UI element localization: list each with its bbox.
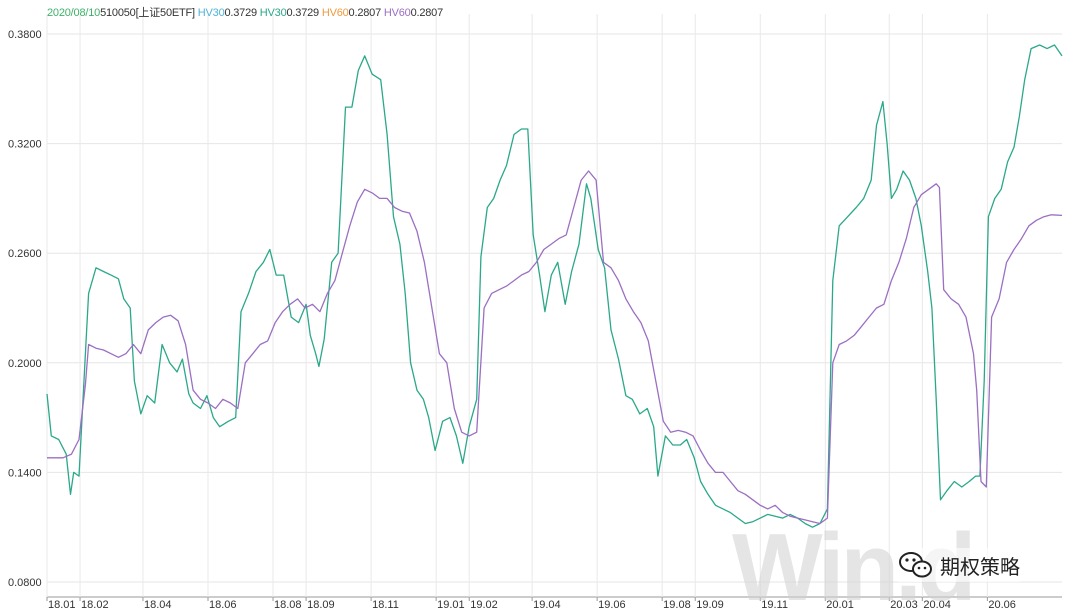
legend-hv60-alt-value: 0.2807 <box>410 7 444 19</box>
x-tick-label: 18.01 <box>48 599 76 611</box>
legend-hv60-alt-label: HV60 <box>383 7 411 19</box>
series-line-hv30 <box>46 44 1063 528</box>
y-tick-label: 0.0800 <box>8 577 42 589</box>
legend-date: 2020/08/10 <box>47 7 101 19</box>
x-tick-label: 20.01 <box>826 599 854 611</box>
legend: 2020/08/10510050[上证50ETF] HV300.3729 HV3… <box>47 4 443 20</box>
legend-hv30-label: HV30 <box>197 7 225 19</box>
legend-hv60-label: HV60 <box>321 7 349 19</box>
x-tick-label: 19.06 <box>598 599 626 611</box>
x-tick-label: 20.06 <box>988 599 1016 611</box>
y-tick-label: 0.2600 <box>8 248 42 260</box>
legend-hv30-alt-label: HV30 <box>259 7 287 19</box>
series-line-hv60 <box>47 170 1063 525</box>
x-axis: 18.01 18.02 18.04 18.06 18.08 18.09 18.11 19.01… <box>46 597 1016 611</box>
x-tick-label: 19.02 <box>470 599 498 611</box>
x-tick-label: 18.02 <box>81 599 109 611</box>
legend-hv60-value: 0.2807 <box>348 7 382 19</box>
x-tick-label: 19.04 <box>533 599 561 611</box>
x-tick-label: 18.04 <box>144 599 172 611</box>
x-tick-label: 18.08 <box>274 599 302 611</box>
y-axis: 0.3800 0.3200 0.2600 0.2000 0.1400 0.0800 <box>8 29 42 589</box>
x-tick-label: 19.11 <box>761 599 788 611</box>
legend-code: 510050[上证50ETF] <box>100 7 195 19</box>
legend-hv30-alt-value: 0.3729 <box>286 7 320 19</box>
x-tick-label: 19.01 <box>437 599 465 611</box>
legend-hv30-value: 0.3729 <box>224 7 257 19</box>
x-tick-label: 18.06 <box>209 599 237 611</box>
x-tick-label: 19.08 <box>663 599 691 611</box>
y-tick-label: 0.2000 <box>8 358 42 370</box>
x-tick-label: 19.09 <box>696 599 724 611</box>
y-tick-label: 0.3200 <box>8 139 42 151</box>
x-tick-label: 18.09 <box>307 599 335 611</box>
y-tick-label: 0.1400 <box>8 467 42 479</box>
x-tick-label: 18.11 <box>372 599 399 611</box>
grid-lines <box>46 14 1062 598</box>
x-tick-label: 20.04 <box>923 599 951 611</box>
y-tick-label: 0.3800 <box>8 29 42 41</box>
x-tick-label: 20.03 <box>890 599 918 611</box>
series-group <box>46 44 1063 528</box>
